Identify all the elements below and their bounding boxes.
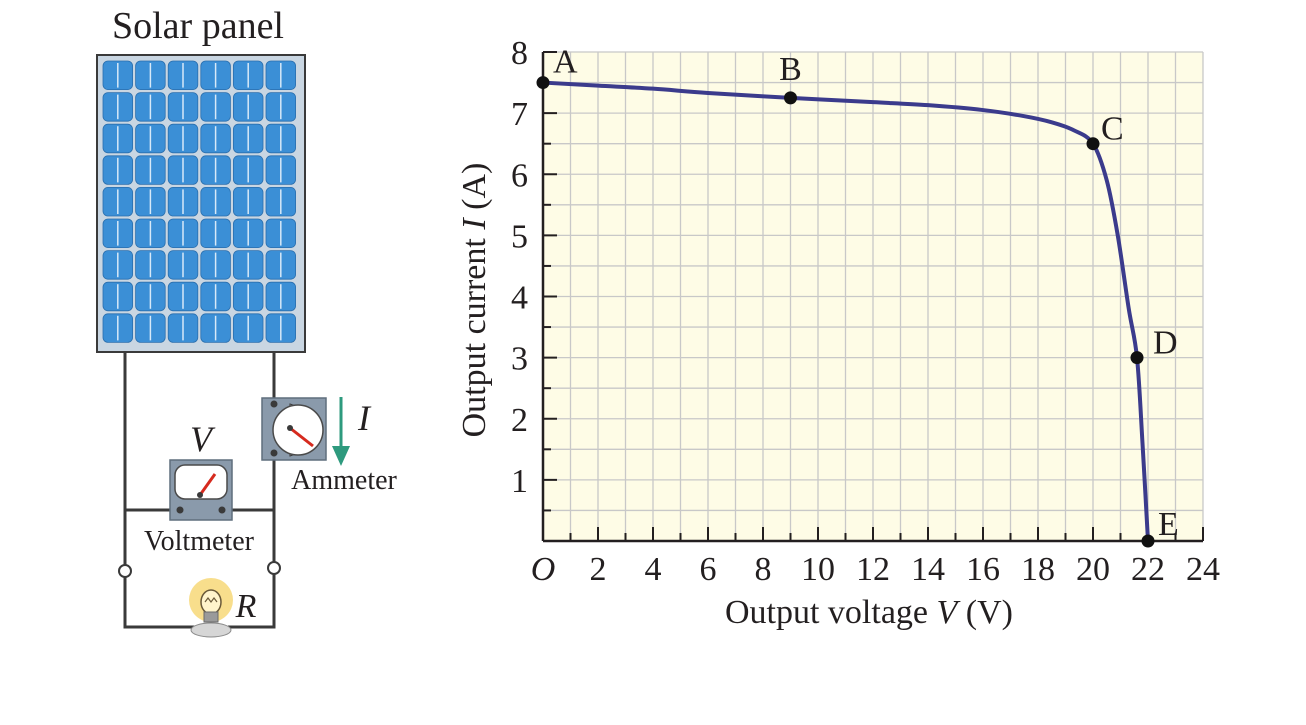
resistor-symbol: R <box>235 588 257 625</box>
x-tick-label: 16 <box>966 551 1000 588</box>
chart-grid <box>543 51 1204 541</box>
ammeter-terminal-bottom <box>270 449 278 457</box>
chart-axes <box>541 51 1204 543</box>
ammeter-label: Ammeter <box>291 465 397 496</box>
ammeter-needle <box>289 426 314 448</box>
y-axis-label-var: I <box>456 217 493 231</box>
y-axis-label-unit: (A) <box>456 163 493 219</box>
right-terminal <box>267 561 281 575</box>
y-axis-label-prefix: Output current <box>456 230 493 438</box>
ammeter-dial <box>272 404 324 456</box>
bulb-filament <box>204 597 218 603</box>
y-tick-label: 3 <box>511 341 528 378</box>
bottom-wire-right <box>228 574 276 629</box>
y-tick-label: 6 <box>511 157 528 194</box>
y-tick-label: 7 <box>511 96 528 133</box>
x-axis-label-unit: (V) <box>957 594 1013 631</box>
curve-points: A B C D E <box>536 44 1179 548</box>
y-tick-label: 8 <box>511 35 528 72</box>
x-tick-label: 4 <box>645 551 662 588</box>
point-label-d: D <box>1153 325 1178 362</box>
ammeter-pivot <box>287 425 293 431</box>
bulb-socket <box>190 622 232 638</box>
point-b <box>784 91 797 105</box>
x-tick-label: 12 <box>856 551 890 588</box>
point-d <box>1130 351 1144 365</box>
x-tick-label: 24 <box>1186 551 1220 588</box>
point-label-c: C <box>1101 111 1124 148</box>
point-e <box>1141 534 1155 548</box>
voltmeter-terminal-left <box>176 506 184 514</box>
y-tick-label: 1 <box>511 463 528 500</box>
light-bulb: R <box>189 578 257 638</box>
point-a <box>536 76 550 90</box>
x-tick-label: 2 <box>590 551 607 588</box>
x-tick-label: 22 <box>1131 551 1165 588</box>
current-arrow-head <box>332 446 350 466</box>
voltage-symbol: V <box>190 419 216 459</box>
iv-curve <box>542 80 1150 542</box>
y-tick-label: 5 <box>511 218 528 255</box>
ammeter: Ammeter <box>261 397 398 496</box>
bottom-wire-left <box>123 574 196 629</box>
solar-panel-cells <box>102 60 297 343</box>
y-tick-labels: 1 2 3 4 5 6 7 8 <box>511 35 528 500</box>
x-axis-label: Output voltage V (V) <box>725 594 1013 631</box>
bulb-base <box>203 611 219 623</box>
x-tick-label: 10 <box>801 551 835 588</box>
solar-panel-label: Solar panel <box>112 5 284 47</box>
y-tick-label: 4 <box>511 280 528 317</box>
voltmeter-needle <box>198 473 217 496</box>
voltmeter-label: Voltmeter <box>144 526 255 557</box>
voltmeter-pivot <box>197 492 203 498</box>
x-tick-label: 20 <box>1076 551 1110 588</box>
x-tick-label: 14 <box>911 551 945 588</box>
current-arrow: I <box>332 397 372 466</box>
y-axis-label: Output current I (A) <box>456 163 493 438</box>
left-terminal <box>118 564 132 578</box>
voltmeter: V Voltmeter <box>144 419 255 557</box>
x-tick-labels: 2 4 6 8 10 12 14 16 18 20 22 24 <box>590 551 1221 588</box>
circuit-diagram: Solar panel Ammeter <box>96 5 398 638</box>
point-label-a: A <box>553 44 578 81</box>
voltmeter-terminal-right <box>218 506 226 514</box>
origin-label: O <box>531 551 556 588</box>
x-tick-label: 8 <box>755 551 772 588</box>
point-c <box>1086 137 1100 151</box>
x-axis-label-prefix: Output voltage <box>725 594 937 631</box>
ammeter-terminal-top <box>270 400 278 408</box>
x-tick-label: 6 <box>700 551 717 588</box>
point-label-b: B <box>779 51 802 88</box>
point-label-e: E <box>1158 506 1179 543</box>
current-symbol: I <box>357 398 372 438</box>
x-tick-label: 18 <box>1021 551 1055 588</box>
y-tick-label: 2 <box>511 402 528 439</box>
